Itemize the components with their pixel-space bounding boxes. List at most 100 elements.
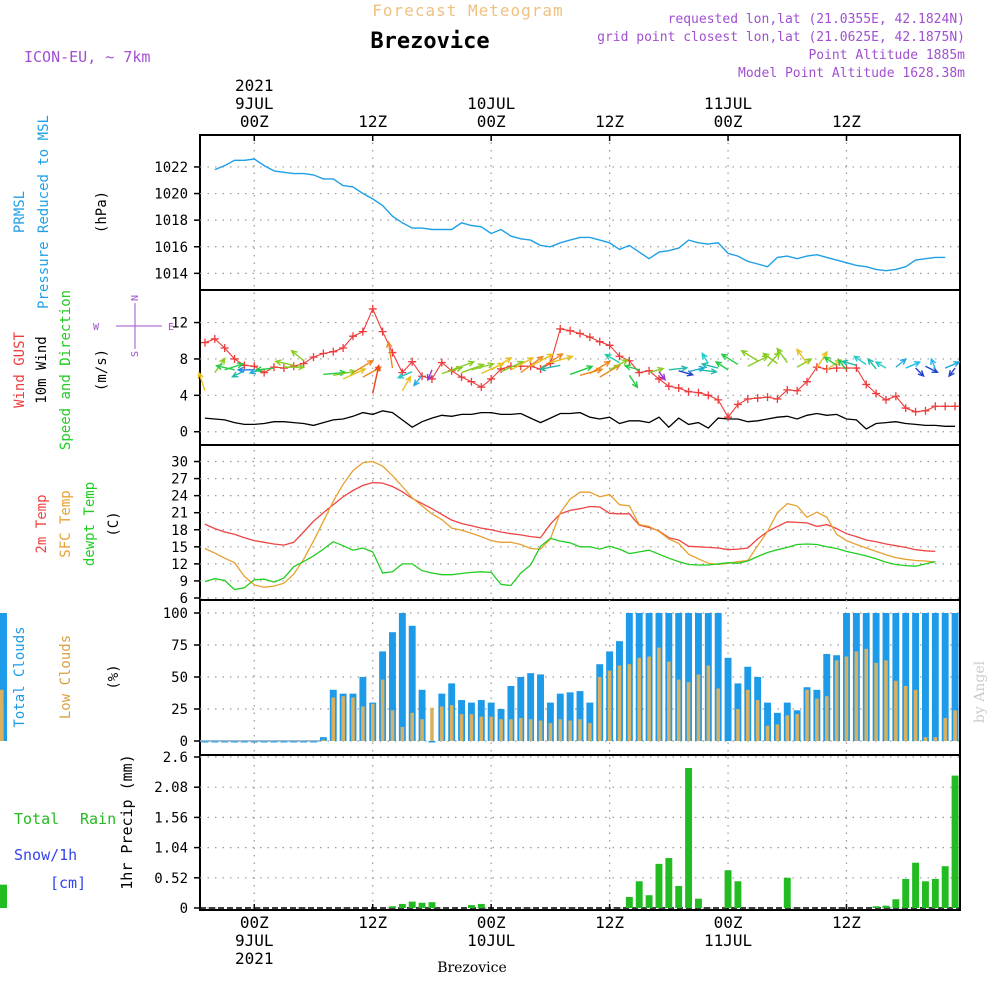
wind-arrow xyxy=(930,357,937,370)
rain-bar xyxy=(931,878,939,908)
requested-coords: requested lon,lat (21.0355E, 42.1824N) xyxy=(668,12,965,27)
rain-bar xyxy=(941,866,949,908)
rain-bar xyxy=(685,768,693,908)
rain-bar xyxy=(655,863,663,908)
prmsl-label-2: Pressure Reduced to MSL xyxy=(36,115,52,309)
total-cloud-bar xyxy=(764,702,771,741)
temp-panel xyxy=(199,444,961,601)
gust-marker xyxy=(803,377,812,386)
wind-arrow xyxy=(197,371,206,392)
gust-marker xyxy=(457,373,466,382)
bottom-time-label: 10JUL xyxy=(467,931,515,950)
wind-arrow xyxy=(762,352,778,365)
wind-arrow xyxy=(905,361,922,369)
dew-label: dewpt Temp xyxy=(82,482,98,566)
low-cloud-bar xyxy=(597,677,602,741)
low-cloud-bar xyxy=(538,720,543,741)
wind-speed-label: Speed and Direction xyxy=(58,290,74,450)
wind-arrow xyxy=(599,364,622,378)
rain-bar xyxy=(675,885,683,908)
bottom-time-label: 2021 xyxy=(235,949,274,968)
gust-marker xyxy=(319,349,328,358)
gust-marker xyxy=(605,341,614,350)
low-cloud-bar xyxy=(420,719,424,741)
wind-arrow xyxy=(867,357,877,370)
bottom-time-label: 11JUL xyxy=(704,931,752,950)
low-cloud-bar xyxy=(528,719,533,741)
bottom-time-label: 00Z xyxy=(477,913,506,932)
credit-watermark: by Angel xyxy=(972,660,988,723)
wind-arrow xyxy=(386,340,394,369)
wind-arrow xyxy=(874,361,887,369)
wind-arrow xyxy=(290,349,305,362)
gust-marker xyxy=(881,395,890,404)
gust-marker xyxy=(378,327,387,336)
low-cloud-bar xyxy=(805,689,809,741)
low-cloud-bar xyxy=(331,697,336,741)
wind-arrow xyxy=(796,358,813,368)
wind-arrow xyxy=(720,353,739,365)
low-cloud-bar xyxy=(390,710,395,741)
wind-arrow xyxy=(668,365,689,372)
total-cloud-bar xyxy=(902,613,910,741)
low-cloud-bar xyxy=(903,685,908,741)
snow-unit: [cm] xyxy=(50,874,86,892)
wind10-line xyxy=(204,410,956,430)
wind-arrow xyxy=(236,366,255,374)
rain-bar xyxy=(625,896,633,908)
low-cloud-bar xyxy=(657,647,661,741)
wind10-label: 10m Wind xyxy=(34,336,50,403)
y-tick-label: 25 xyxy=(171,702,188,718)
footer-location: Brezovice xyxy=(437,960,507,976)
forecast-title: Forecast Meteogram xyxy=(372,1,563,20)
gust-marker xyxy=(941,402,950,411)
wind-arrow xyxy=(701,352,709,364)
gust-marker xyxy=(585,333,594,342)
y-tick-label: 1018 xyxy=(154,213,188,229)
gust-marker xyxy=(220,344,229,353)
wind-arrow xyxy=(698,368,719,375)
gust-marker xyxy=(200,338,209,347)
wind-arrow xyxy=(214,363,235,371)
gust-marker xyxy=(921,406,930,415)
total-cloud-bar xyxy=(586,702,594,741)
wind-arrow xyxy=(915,367,925,378)
gust-marker xyxy=(773,394,782,403)
low-cloud-bar xyxy=(568,720,572,741)
y-tick-label: 21 xyxy=(171,506,188,522)
y-tick-label: 8 xyxy=(180,352,188,368)
top-time-label: 00Z xyxy=(477,112,506,131)
y-tick-label: 50 xyxy=(171,670,188,686)
pressure-line xyxy=(214,158,946,272)
low-cloud-bar xyxy=(351,697,355,741)
gust-marker xyxy=(911,407,920,416)
low-cloud-bar xyxy=(341,696,345,741)
wind-arrow xyxy=(925,365,939,373)
low-cloud-bar xyxy=(844,656,849,741)
dewpoint-line xyxy=(204,537,936,591)
top-time-label: 12Z xyxy=(832,112,861,131)
low-cloud-bar xyxy=(370,703,375,741)
wind-arrow xyxy=(948,367,956,378)
total-cloud-bar xyxy=(398,613,406,741)
total-cloud-bar xyxy=(527,673,535,741)
gust-marker xyxy=(260,368,269,377)
prmsl-label: PRMSL xyxy=(12,191,28,233)
bottom-time-label: 00Z xyxy=(240,913,269,932)
low-cloud-bar xyxy=(716,688,720,741)
wind-arrow xyxy=(840,359,857,366)
low-cloud-bar xyxy=(558,719,563,741)
low-cloud-bar xyxy=(509,719,513,741)
gust-marker xyxy=(368,304,377,313)
low-cloud-bar xyxy=(795,714,799,741)
low-cloud-bar xyxy=(607,670,612,741)
gust-marker xyxy=(733,400,742,409)
y-tick-label: 27 xyxy=(171,472,188,488)
low-cloud-bar xyxy=(884,660,888,741)
total-cloud-bar xyxy=(685,613,693,741)
y-tick-label: 0 xyxy=(180,734,188,750)
low-cloud-bar xyxy=(479,716,484,741)
top-time-label: 2021 xyxy=(235,76,274,95)
gust-marker xyxy=(753,394,762,403)
rain-bar xyxy=(408,901,416,908)
